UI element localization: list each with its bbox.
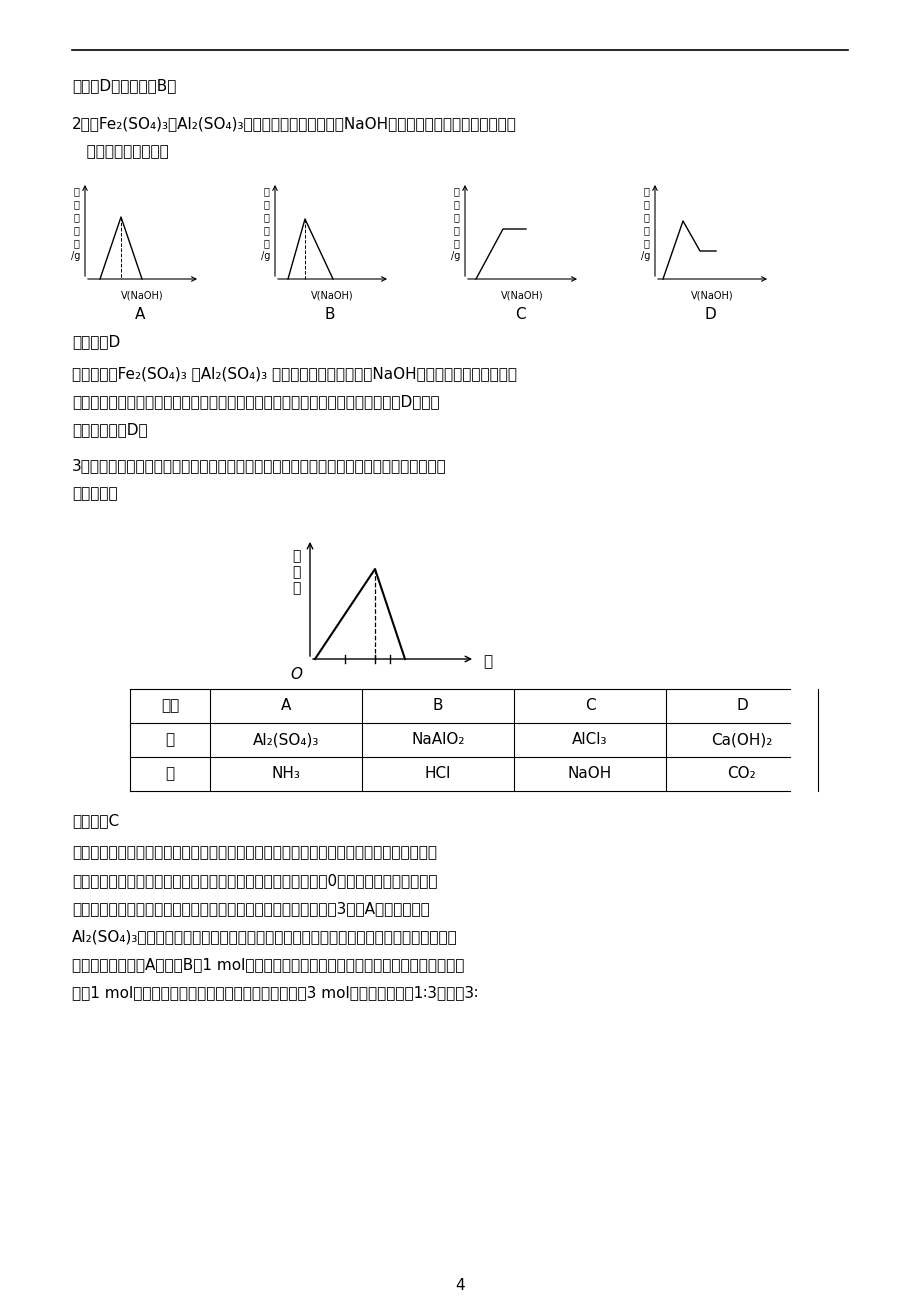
Text: 合如图的是: 合如图的是 (72, 486, 118, 501)
Text: 淀: 淀 (291, 565, 300, 579)
Text: 盐酸1 mol，将所有的沉淀消耗完毕所消耗盐酸的量为3 mol，前后量之比是1∶3，不是3∶: 盐酸1 mol，将所有的沉淀消耗完毕所消耗盐酸的量为3 mol，前后量之比是1∶… (72, 986, 478, 1000)
Text: 乙: 乙 (165, 767, 175, 781)
Text: C: C (584, 698, 595, 713)
Text: V(NaOH): V(NaOH) (690, 292, 733, 301)
Text: 3．向甲溶液中加入（或通入）乙溶液（或气体），生成的沉淀的量与加入的乙的量的关系符: 3．向甲溶液中加入（或通入）乙溶液（或气体），生成的沉淀的量与加入的乙的量的关系… (72, 458, 447, 473)
Text: C: C (514, 307, 525, 322)
Text: 淀: 淀 (73, 199, 79, 210)
Text: 沉: 沉 (73, 186, 79, 197)
Text: 淀: 淀 (642, 199, 648, 210)
Text: 【答案】D: 【答案】D (72, 335, 120, 349)
Text: 沉: 沉 (642, 186, 648, 197)
Text: 4: 4 (455, 1279, 464, 1293)
Text: 量: 量 (73, 238, 79, 247)
Text: 化铝沉淀，氢氧化钠过量后氢氧化铝溶解生成偏铝酸钠，氢氧化铁不溶，所以选项D中图像: 化铝沉淀，氢氧化钠过量后氢氧化铝溶解生成偏铝酸钠，氢氧化铁不溶，所以选项D中图像 (72, 395, 439, 409)
Text: V(NaOH): V(NaOH) (501, 292, 543, 301)
Text: /g: /g (261, 251, 270, 260)
Text: 【解析】向Fe₂(SO₄)₃ 和Al₂(SO₄)₃ 的混合溶液中，逐滴加入NaOH溶液生成氢氧化铁和氢氧: 【解析】向Fe₂(SO₄)₃ 和Al₂(SO₄)₃ 的混合溶液中，逐滴加入NaO… (72, 366, 516, 381)
Text: 2．向Fe₂(SO₄)₃和Al₂(SO₄)₃的混合溶液中，逐滴加入NaOH溶液至过量。下列图象中，能正: 2．向Fe₂(SO₄)₃和Al₂(SO₄)₃的混合溶液中，逐滴加入NaOH溶液至… (72, 116, 516, 132)
Text: A: A (280, 698, 291, 713)
Text: V(NaOH): V(NaOH) (121, 292, 164, 301)
Text: A: A (135, 307, 145, 322)
Text: 量: 量 (452, 238, 459, 247)
Text: 符合，答案选D。: 符合，答案选D。 (72, 422, 147, 437)
Text: 选项: 选项 (161, 698, 179, 713)
Text: CO₂: CO₂ (727, 767, 755, 781)
Text: 量: 量 (263, 238, 268, 247)
Text: 的: 的 (642, 212, 648, 223)
Text: 沉: 沉 (263, 186, 268, 197)
Text: /g: /g (72, 251, 81, 260)
Text: 沉: 沉 (452, 186, 459, 197)
Text: D: D (735, 698, 747, 713)
Text: 量: 量 (642, 238, 648, 247)
Text: 乙: 乙 (482, 655, 492, 669)
Text: 沉: 沉 (291, 549, 300, 562)
Text: V(NaOH): V(NaOH) (311, 292, 354, 301)
Text: 【答案】C: 【答案】C (72, 812, 119, 828)
Text: Ca(OH)₂: Ca(OH)₂ (710, 733, 772, 747)
Text: 质: 质 (452, 225, 459, 234)
Text: 量: 量 (291, 581, 300, 595)
Text: 确表示上述反应的是: 确表示上述反应的是 (72, 145, 168, 159)
Text: 淀: 淀 (263, 199, 268, 210)
Text: HCl: HCl (425, 767, 450, 781)
Text: 或者沉淀消耗乙的量是将所有的气体或沉淀消耗完毕所消耗的量的3倍。A、氨气通入到: 或者沉淀消耗乙的量是将所有的气体或沉淀消耗完毕所消耗的量的3倍。A、氨气通入到 (72, 901, 429, 917)
Text: 质: 质 (642, 225, 648, 234)
Text: B: B (324, 307, 335, 322)
Text: D: D (703, 307, 715, 322)
Text: 质: 质 (73, 225, 79, 234)
Text: 质: 质 (263, 225, 268, 234)
Text: 的: 的 (452, 212, 459, 223)
Text: NaOH: NaOH (567, 767, 611, 781)
Text: 的: 的 (263, 212, 268, 223)
Text: 淀，故D错误。故选B。: 淀，故D错误。故选B。 (72, 78, 176, 92)
Text: 【解析】图象的意义是：随着乙的不断加入，反应开始气体或沉淀逐渐增加，当达到最大量: 【解析】图象的意义是：随着乙的不断加入，反应开始气体或沉淀逐渐增加，当达到最大量 (72, 845, 437, 861)
Text: 淀: 淀 (452, 199, 459, 210)
Text: /g: /g (641, 251, 650, 260)
Text: B: B (432, 698, 443, 713)
Text: O: O (289, 667, 301, 682)
Text: Al₂(SO₄)₃中，会产生白色沉淀，直到最大量，但是氢氧化铝不溶于氨水中，沉淀量不会减: Al₂(SO₄)₃中，会产生白色沉淀，直到最大量，但是氢氧化铝不溶于氨水中，沉淀… (72, 930, 458, 944)
Text: 甲: 甲 (165, 733, 175, 747)
Text: NaAlO₂: NaAlO₂ (411, 733, 464, 747)
Text: 的: 的 (73, 212, 79, 223)
Text: /g: /g (451, 251, 460, 260)
Text: NH₃: NH₃ (271, 767, 301, 781)
Text: AlCl₃: AlCl₃ (572, 733, 607, 747)
Text: 时，随着乙的不断加入，反应生成的气体或沉淀逐渐减少直至为0，并且产生最大量的气体: 时，随着乙的不断加入，反应生成的气体或沉淀逐渐减少直至为0，并且产生最大量的气体 (72, 874, 437, 888)
Text: Al₂(SO₄)₃: Al₂(SO₄)₃ (253, 733, 319, 747)
Text: 少，不符合图象，A错误；B、1 mol偏铝酸钠中加盐酸时，产生最大量的氢氧化铝沉淀消耗: 少，不符合图象，A错误；B、1 mol偏铝酸钠中加盐酸时，产生最大量的氢氧化铝沉… (72, 957, 464, 973)
